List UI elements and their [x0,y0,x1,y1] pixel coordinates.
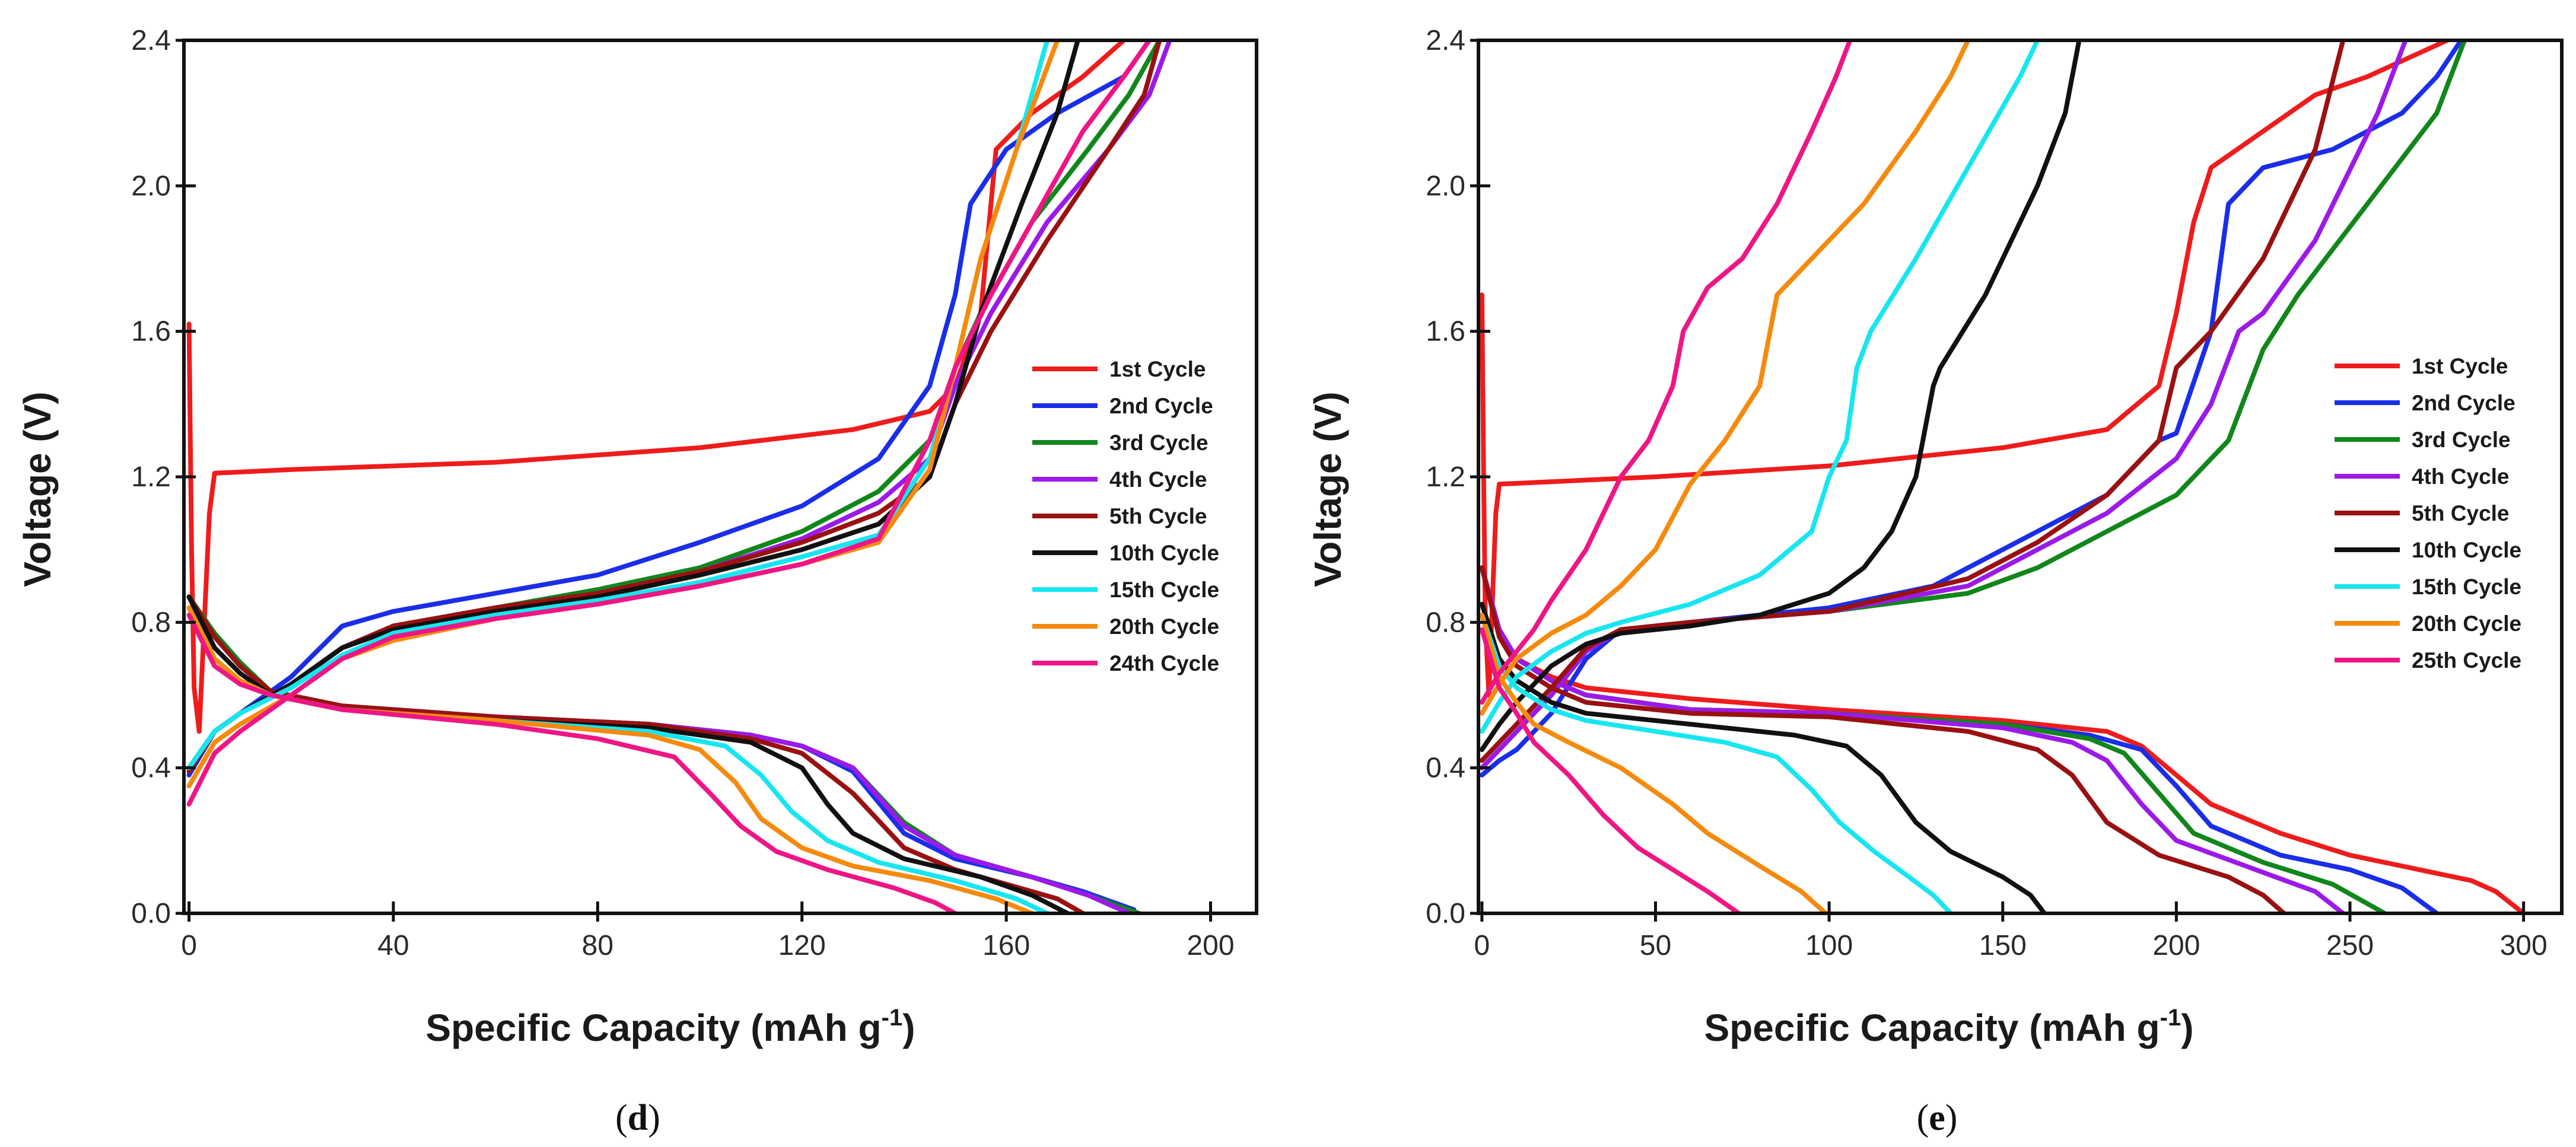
plot-area-d: 0.0 0.4 0.8 1.2 1.6 2.0 2.4 0 40 80 120 160 200 1st C… [131,25,1258,961]
legend-label-e-8: 20th Cycle [2412,611,2521,636]
chart-panel-d: 0.0 0.4 0.8 1.2 1.6 2.0 2.4 0 40 80 120 160 200 1st C… [16,25,1258,1138]
y-tick-label-e: 2.0 [1426,170,1465,202]
series-line-e-8-charge [1479,40,1971,716]
y-tick-label-e: 1.6 [1426,316,1465,348]
plot-area-e: 0.0 0.4 0.8 1.2 1.6 2.0 2.4 0 50 100 150 200 250 300 1… [1426,25,2564,961]
y-axis-title-e: Voltage (V) [1306,391,1349,587]
y-tick-label-e: 0.8 [1426,607,1465,638]
x-tick-label-d: 40 [377,930,409,961]
legend-label-e-5: 5th Cycle [2412,501,2510,525]
panel-label-d: (d) [615,1098,660,1138]
y-tick-label-e: 0.4 [1426,753,1465,784]
y-tick-label-d: 0.4 [131,753,171,784]
legend-label-d-5: 5th Cycle [1109,504,1207,528]
y-tick-label-e: 2.4 [1426,25,1465,56]
series-line-e-9-charge [1479,40,1853,705]
legend-label-d-6: 10th Cycle [1109,541,1219,565]
legend-label-e-1: 1st Cycle [2412,354,2508,378]
x-tick-label-e: 300 [2500,930,2548,961]
series-line-d-1-discharge [186,40,1127,734]
legend-label-d-1: 1st Cycle [1109,357,1206,381]
series-line-e-6-charge [1479,40,2082,752]
x-tick-label-d: 120 [778,930,826,961]
series-line-e-6-discharge [1479,601,2047,913]
y-tick-label-d: 2.0 [131,170,171,202]
legend-label-d-3: 3rd Cycle [1109,431,1209,455]
chart-panel-e: 0.0 0.4 0.8 1.2 1.6 2.0 2.4 0 50 100 150 200 250 300 1… [1306,25,2564,1138]
legend-label-e-3: 3rd Cycle [2412,428,2511,452]
y-tick-label-e: 0.0 [1426,898,1465,929]
x-axis-title-e: Specific Capacity (mAh g-1) [1704,1005,2193,1049]
x-tick-label-e: 150 [1979,930,2027,961]
legend-e: 1st Cycle 2nd Cycle 3rd Cycle 4th Cycle 5th … [2335,354,2521,673]
legend-label-e-9: 25th Cycle [2412,648,2521,673]
x-tick-label-d: 160 [982,930,1030,961]
x-axis-title-d: Specific Capacity (mAh g-1) [425,1005,915,1049]
legend-label-d-4: 4th Cycle [1109,467,1207,492]
y-tick-label-d: 0.0 [131,898,171,929]
series-line-e-7-discharge [1479,613,1953,913]
legend-label-d-9: 24th Cycle [1109,651,1219,676]
x-tick-label-e: 50 [1640,930,1671,961]
x-tick-label-e: 250 [2326,930,2374,961]
y-tick-label-d: 2.4 [131,25,171,56]
x-tick-label-d: 0 [181,930,197,961]
series-line-e-9-discharge [1479,627,1741,913]
series-line-d-9-charge [186,40,1152,807]
y-axis-title-d: Voltage (V) [16,391,59,587]
legend-label-d-7: 15th Cycle [1109,578,1219,602]
legend-label-e-6: 10th Cycle [2412,538,2521,562]
legend-label-e-4: 4th Cycle [2412,464,2510,489]
x-tick-label-e: 200 [2152,930,2200,961]
panel-label-e: (e) [1917,1098,1958,1138]
series-line-e-5-discharge [1479,565,2286,913]
series-line-d-6-discharge [186,594,1070,913]
y-tick-label-d: 1.2 [131,461,171,493]
x-tick-label-d: 200 [1187,930,1234,961]
series-line-d-2-charge [186,40,1152,778]
legend-label-e-2: 2nd Cycle [2412,391,2515,415]
x-tick-label-e: 100 [1805,930,1853,961]
y-tick-label-d: 0.8 [131,607,171,638]
curves-e [1479,40,2526,913]
legend-label-d-8: 20th Cycle [1109,614,1219,639]
legend-d: 1st Cycle 2nd Cycle 3rd Cycle 4th Cycle 5th … [1032,357,1219,676]
series-line-e-8-discharge [1479,613,1828,913]
legend-label-e-7: 15th Cycle [2412,575,2521,599]
y-tick-label-e: 1.2 [1426,461,1465,493]
x-tick-label-e: 0 [1474,930,1490,961]
series-line-d-9-discharge [186,613,958,913]
series-line-e-7-charge [1479,40,2040,734]
legend-label-d-2: 2nd Cycle [1109,394,1213,418]
curves-d [186,40,1172,913]
x-tick-label-d: 80 [582,930,613,961]
y-tick-label-d: 1.6 [131,316,171,348]
